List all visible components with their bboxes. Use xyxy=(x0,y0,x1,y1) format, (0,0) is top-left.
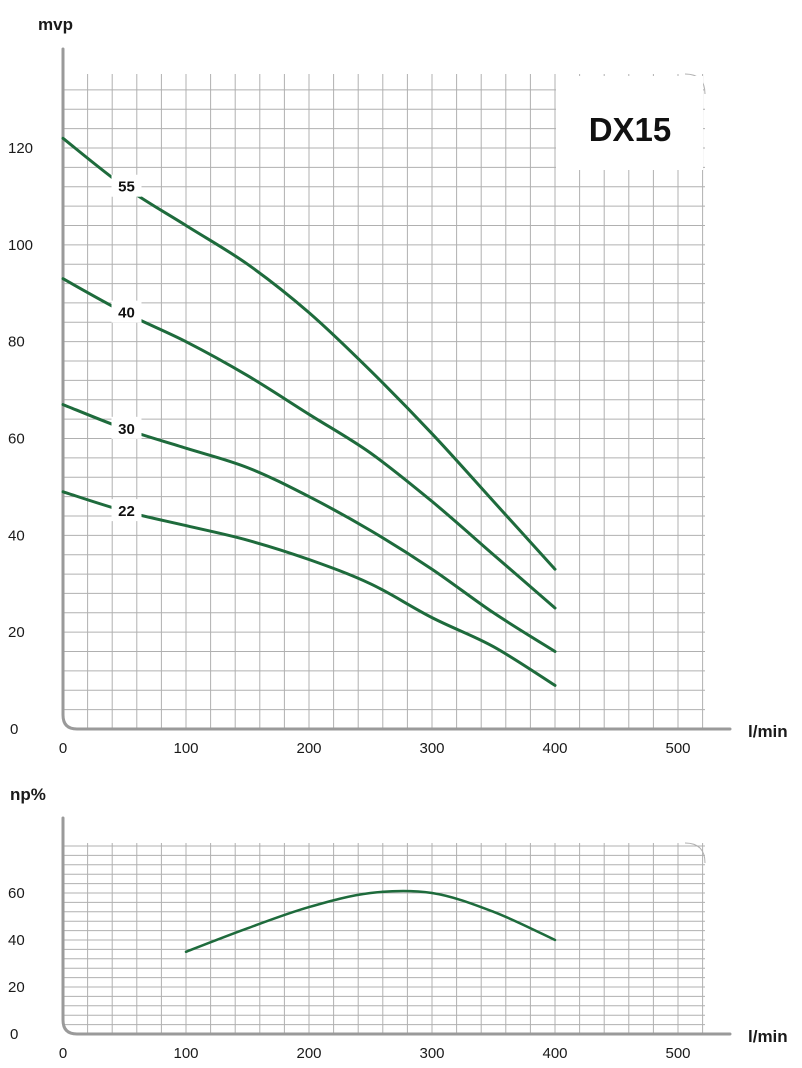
head-chart-y-tick-labels: 0 20 40 60 80 100 120 xyxy=(8,140,33,738)
model-title-box: DX15 xyxy=(556,76,703,170)
y-tick-label: 20 xyxy=(8,979,25,996)
x-tick-label: 100 xyxy=(173,1045,198,1062)
curve-label-55: 55 xyxy=(118,179,135,196)
y-tick-label: 40 xyxy=(8,932,25,949)
model-title: DX15 xyxy=(589,111,672,148)
x-tick-label: 300 xyxy=(419,740,444,757)
x-tick-label: 100 xyxy=(173,740,198,757)
y-tick-label: 60 xyxy=(8,885,25,902)
head-chart: DX15 55 40 30 22 0 20 40 60 80 100 120 0 100 200 300… xyxy=(8,15,788,757)
x-tick-label: 400 xyxy=(542,1045,567,1062)
y-tick-label: 80 xyxy=(8,334,25,351)
x-tick-label: 500 xyxy=(665,1045,690,1062)
head-chart-x-axis-title: l/min xyxy=(748,722,788,741)
x-tick-label: 200 xyxy=(296,1045,321,1062)
head-chart-x-tick-labels: 0 100 200 300 400 500 xyxy=(59,740,691,757)
y-tick-label: 40 xyxy=(8,527,25,544)
y-tick-label: 0 xyxy=(10,721,18,738)
x-tick-label: 200 xyxy=(296,740,321,757)
x-tick-label: 300 xyxy=(419,1045,444,1062)
x-tick-label: 0 xyxy=(59,740,67,757)
x-tick-label: 400 xyxy=(542,740,567,757)
x-tick-label: 0 xyxy=(59,1045,67,1062)
head-chart-y-axis-title: mvp xyxy=(38,15,73,34)
curve-label-30: 30 xyxy=(118,421,135,438)
curve-label-22: 22 xyxy=(118,503,135,520)
y-tick-label: 120 xyxy=(8,140,33,157)
x-tick-label: 500 xyxy=(665,740,690,757)
head-chart-plot-area xyxy=(63,74,705,729)
efficiency-chart: 0 20 40 60 0 100 200 300 400 500 np% l/min xyxy=(8,785,788,1062)
y-tick-label: 100 xyxy=(8,237,33,254)
y-tick-label: 60 xyxy=(8,431,25,448)
y-tick-label: 20 xyxy=(8,624,25,641)
y-tick-label: 0 xyxy=(10,1026,18,1043)
efficiency-chart-x-axis-title: l/min xyxy=(748,1027,788,1046)
curve-label-40: 40 xyxy=(118,305,135,322)
efficiency-chart-y-tick-labels: 0 20 40 60 xyxy=(8,885,25,1043)
efficiency-chart-x-tick-labels: 0 100 200 300 400 500 xyxy=(59,1045,691,1062)
efficiency-chart-y-axis-title: np% xyxy=(10,785,46,804)
